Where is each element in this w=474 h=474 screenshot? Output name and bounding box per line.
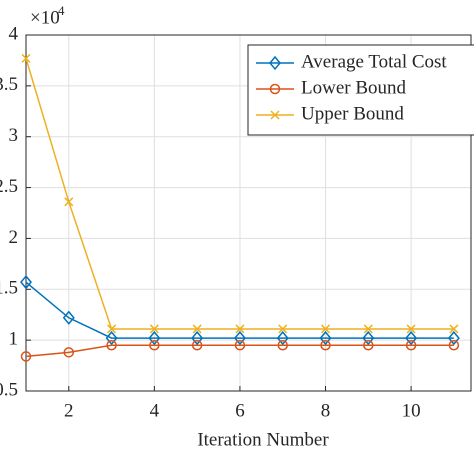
- marker: [191, 339, 203, 351]
- y-tick-label: 3: [9, 125, 19, 146]
- y-tick-label: 2: [9, 227, 19, 248]
- marker: [276, 330, 289, 346]
- marker: [235, 324, 245, 334]
- legend-label: Upper Bound: [301, 103, 404, 124]
- marker: [319, 330, 332, 346]
- y-tick-label: 3.5: [0, 74, 18, 95]
- marker: [270, 110, 280, 120]
- marker: [278, 324, 288, 334]
- legend-box: [247, 44, 474, 136]
- marker: [449, 324, 459, 334]
- marker: [149, 324, 159, 334]
- marker: [362, 330, 375, 346]
- marker: [405, 330, 418, 346]
- marker: [363, 324, 373, 334]
- marker: [149, 339, 160, 351]
- marker: [448, 339, 460, 351]
- marker: [105, 330, 118, 346]
- marker: [363, 339, 374, 351]
- marker: [20, 351, 32, 362]
- marker: [234, 339, 246, 351]
- marker: [106, 339, 117, 351]
- marker: [107, 324, 117, 334]
- x-tick-label: 8: [321, 400, 331, 421]
- plot-frame: [25, 34, 472, 392]
- legend-label: Average Total Cost: [301, 51, 447, 72]
- x-axis-label: Iteration Number: [197, 429, 329, 450]
- y-tick-label: 2.5: [0, 176, 18, 197]
- marker: [277, 339, 288, 351]
- y-tick-label: 1.5: [0, 278, 18, 299]
- y-tick-label: 1: [9, 329, 19, 350]
- y-exponent: 4: [58, 3, 65, 18]
- marker: [269, 55, 281, 71]
- y-tick-label: 4: [9, 23, 19, 44]
- marker: [21, 53, 31, 63]
- series-line: [25, 281, 454, 339]
- marker: [447, 330, 460, 346]
- y-tick-label: 0.5: [0, 379, 18, 400]
- marker: [269, 83, 281, 95]
- marker: [406, 324, 416, 334]
- legend-label: Lower Bound: [301, 77, 407, 98]
- marker: [405, 339, 417, 351]
- marker: [62, 310, 75, 325]
- x-tick-label: 6: [235, 400, 245, 421]
- marker: [233, 330, 246, 346]
- marker: [63, 347, 75, 358]
- marker: [148, 330, 161, 346]
- marker: [320, 339, 331, 351]
- series-line: [25, 344, 454, 358]
- marker: [20, 274, 32, 290]
- y-exponent-base: ×10: [30, 7, 60, 28]
- marker: [191, 330, 204, 346]
- marker: [192, 324, 202, 334]
- x-tick-label: 10: [402, 400, 421, 421]
- marker: [64, 197, 74, 207]
- marker: [320, 324, 331, 334]
- x-tick-label: 4: [150, 400, 160, 421]
- x-tick-label: 2: [64, 400, 74, 421]
